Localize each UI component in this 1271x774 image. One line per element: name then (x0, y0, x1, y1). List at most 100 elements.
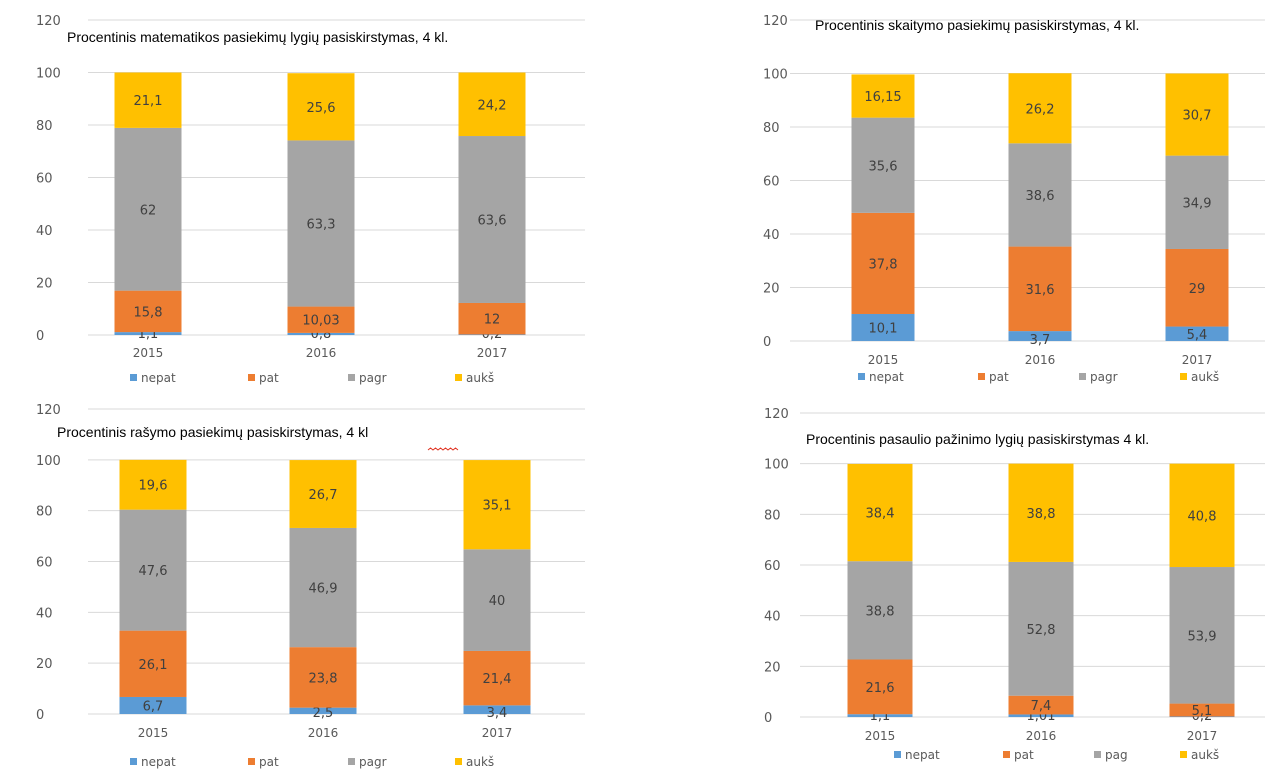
legend-label: nepat (141, 371, 176, 385)
data-label: 25,6 (307, 101, 336, 116)
category-label: 2016 (1025, 353, 1056, 367)
data-label: 6,7 (143, 699, 164, 714)
data-label: 26,2 (1026, 102, 1055, 117)
y-tick-label: 100 (36, 454, 61, 469)
category-label: 2016 (306, 346, 337, 360)
chart-title: Procentinis rašymo pasiekimų pasiskirsty… (57, 424, 368, 440)
data-label: 7,4 (1031, 699, 1052, 714)
data-label: 10,1 (869, 321, 898, 336)
bar-segment-auks (289, 460, 357, 528)
bar-segment-pat (463, 650, 531, 706)
data-label: 38,8 (1027, 507, 1056, 522)
category-label: 2016 (308, 726, 339, 740)
bar-segment-auks (1008, 73, 1072, 144)
legend-swatch (1180, 373, 1187, 380)
legend-swatch (348, 374, 355, 381)
data-label: 3,7 (1030, 333, 1051, 348)
data-label: 15,8 (134, 305, 163, 320)
bar-segment-nepat (1165, 326, 1229, 341)
bar-segment-auks (847, 463, 913, 562)
data-label: 26,1 (139, 658, 168, 673)
bar-segment-auks (851, 74, 915, 118)
y-tick-label: 60 (36, 556, 53, 571)
data-label: 21,4 (483, 672, 512, 687)
bar-segment-auks (463, 460, 531, 550)
y-tick-label: 100 (764, 458, 789, 473)
bar-segment-auks (287, 73, 355, 141)
y-tick-label: 120 (36, 14, 61, 29)
y-tick-label: 80 (763, 121, 780, 136)
legend-label: pag (1105, 748, 1128, 762)
bar-segment-pat (287, 306, 355, 333)
bar-segment-auks (1169, 463, 1235, 568)
legend-swatch (248, 374, 255, 381)
bar-segment-pat (847, 659, 913, 715)
legend-swatch (858, 373, 865, 380)
data-label: 34,9 (1183, 196, 1212, 211)
bar-segment-nepat (1008, 714, 1074, 717)
legend-swatch (894, 751, 901, 758)
legend-label: nepat (869, 370, 904, 384)
y-tick-label: 20 (764, 660, 781, 675)
y-tick-label: 80 (36, 119, 53, 134)
bar-segment-nepat (851, 313, 915, 341)
chart-title: Procentinis pasaulio pažinimo lygių pasi… (806, 431, 1149, 447)
bar-segment-auks (458, 72, 526, 137)
legend-swatch (1079, 373, 1086, 380)
y-tick-label: 0 (764, 711, 772, 726)
legend-swatch (1003, 751, 1010, 758)
legend-swatch (130, 758, 137, 765)
data-label: 63,3 (307, 217, 336, 232)
y-tick-label: 40 (764, 610, 781, 625)
bar-segment-pag (1169, 567, 1235, 704)
category-label: 2015 (868, 353, 899, 367)
category-label: 2015 (865, 729, 896, 743)
data-label: 63,6 (478, 214, 507, 229)
y-tick-label: 20 (36, 657, 53, 672)
bar-segment-pat (458, 302, 526, 335)
bar-segment-pagr (1008, 143, 1072, 247)
category-label: 2015 (138, 726, 169, 740)
data-label: 24,2 (478, 98, 507, 113)
legend-label: pat (259, 371, 279, 385)
data-label: 30,7 (1183, 109, 1212, 124)
legend-swatch (455, 374, 462, 381)
data-label: 31,6 (1026, 283, 1055, 298)
data-label: 10,03 (302, 314, 339, 329)
legend-swatch (1180, 751, 1187, 758)
bar-segment-pagr (1165, 155, 1229, 249)
legend-label: pat (259, 755, 279, 769)
data-label: 40 (489, 594, 506, 609)
bar-segment-nepat (114, 332, 182, 335)
bar-segment-pat (114, 290, 182, 333)
legend-label: aukš (466, 755, 494, 769)
legend-label: nepat (141, 755, 176, 769)
category-label: 2017 (477, 346, 508, 360)
data-label: 40,8 (1188, 509, 1217, 524)
category-label: 2017 (1187, 729, 1218, 743)
bar-segment-auks (1008, 463, 1074, 562)
bar-segment-auks (119, 459, 187, 510)
bar-segment-auks (1165, 73, 1229, 156)
bar-segment-nepat (458, 334, 526, 335)
y-tick-label: 40 (36, 606, 53, 621)
data-label: 3,4 (487, 706, 508, 721)
bar-segment-auks (114, 72, 182, 128)
legend-label: pagr (359, 755, 387, 769)
y-tick-label: 80 (36, 505, 53, 520)
legend-swatch (978, 373, 985, 380)
bar-segment-nepat (1169, 716, 1235, 717)
bar-segment-pag (1008, 561, 1074, 696)
y-tick-label: 120 (764, 407, 789, 422)
bar-segment-pagr (119, 509, 187, 631)
legend-label: aukš (466, 371, 494, 385)
data-label: 52,8 (1027, 623, 1056, 638)
y-tick-label: 0 (763, 335, 771, 350)
data-label: 5,4 (1187, 328, 1208, 343)
bar-segment-pat (1169, 703, 1235, 717)
bar-segment-pat (1008, 695, 1074, 715)
legend-swatch (455, 758, 462, 765)
legend-label: pagr (1090, 370, 1118, 384)
bar-segment-pat (1165, 248, 1229, 327)
